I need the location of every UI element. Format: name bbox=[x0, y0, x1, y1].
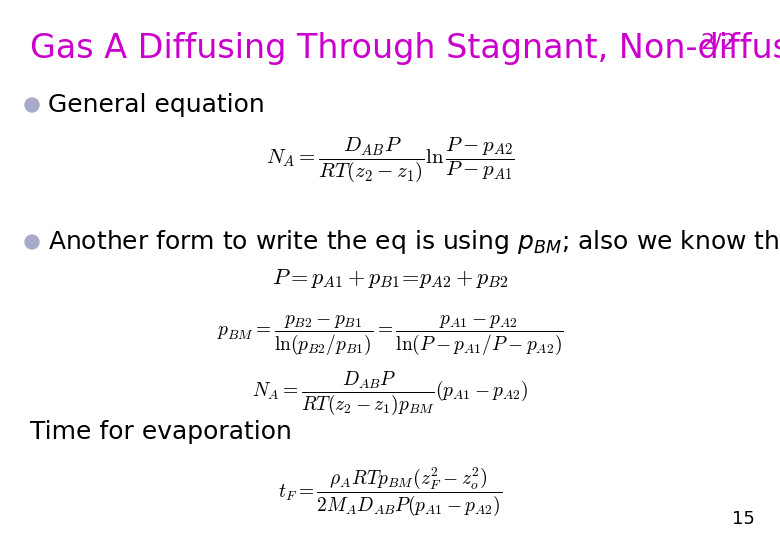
Text: Gas A Diffusing Through Stagnant, Non-diffusing B: Gas A Diffusing Through Stagnant, Non-di… bbox=[30, 32, 780, 65]
Text: $P = p_{A1} + p_{B1}\!=\!p_{A2} + p_{B2}$: $P = p_{A1} + p_{B1}\!=\!p_{A2} + p_{B2}… bbox=[272, 267, 508, 289]
Text: Another form to write the eq is using $p_{BM}$; also we know that: Another form to write the eq is using $p… bbox=[48, 228, 780, 256]
Text: General equation: General equation bbox=[48, 93, 264, 117]
Text: 2/2: 2/2 bbox=[700, 32, 736, 52]
Text: $t_F = \dfrac{\rho_A R T p_{BM}\left(z_F^2 - z_o^2\right)}{2 M_A D_{AB} P (p_{A1: $t_F = \dfrac{\rho_A R T p_{BM}\left(z_F… bbox=[278, 466, 502, 518]
Text: Time for evaporation: Time for evaporation bbox=[30, 420, 292, 444]
Text: 15: 15 bbox=[732, 510, 755, 528]
Text: $p_{BM} = \dfrac{p_{B2} - p_{B1}}{\ln(p_{B2}/p_{B1})} = \dfrac{p_{A1} - p_{A2}}{: $p_{BM} = \dfrac{p_{B2} - p_{B1}}{\ln(p_… bbox=[217, 313, 563, 356]
Circle shape bbox=[25, 98, 39, 112]
Text: $N_A = \dfrac{D_{AB}P}{RT(z_2 - z_1)p_{BM}}(p_{A1} - p_{A2})$: $N_A = \dfrac{D_{AB}P}{RT(z_2 - z_1)p_{B… bbox=[252, 369, 528, 417]
Circle shape bbox=[25, 235, 39, 249]
Text: $N_A = \dfrac{D_{AB}P}{RT(z_2 - z_1)} \ln\dfrac{P - p_{A2}}{P - p_{A1}}$: $N_A = \dfrac{D_{AB}P}{RT(z_2 - z_1)} \l… bbox=[266, 136, 514, 184]
